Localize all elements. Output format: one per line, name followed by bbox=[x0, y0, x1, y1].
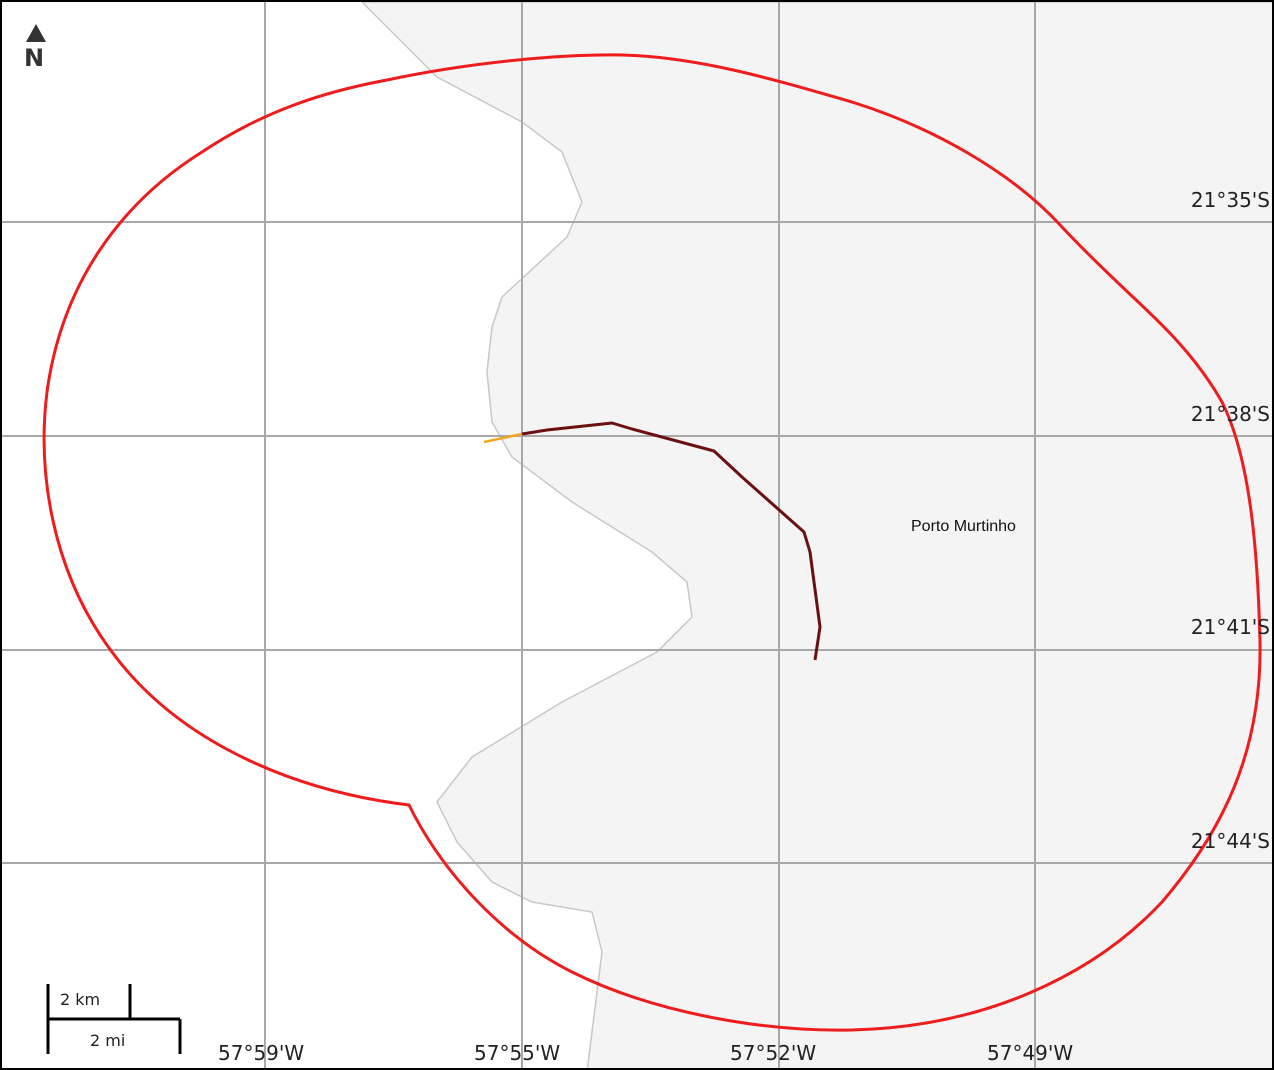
route-line[interactable] bbox=[521, 421, 822, 661]
scale-bar: 2 km 2 mi bbox=[42, 982, 192, 1058]
lat-label-21-41: 21°41'S bbox=[1190, 615, 1270, 639]
north-label: N bbox=[24, 44, 45, 72]
lon-label-57-59: 57°59'W bbox=[218, 1041, 305, 1065]
lon-label-57-55: 57°55'W bbox=[474, 1041, 561, 1065]
land-area bbox=[360, 2, 1272, 1068]
scale-bar-graphic bbox=[46, 984, 182, 1054]
scale-mi-label: 2 mi bbox=[90, 1031, 126, 1050]
north-arrow-icon bbox=[26, 24, 46, 42]
route-start-segment[interactable] bbox=[483, 432, 523, 444]
place-label-porto-murtinho[interactable]: Porto Murtinho bbox=[911, 518, 1016, 535]
boundary-outline[interactable] bbox=[42, 53, 1262, 1032]
lat-label-21-35: 21°35'S bbox=[1190, 188, 1270, 212]
lat-label-21-44: 21°44'S bbox=[1190, 829, 1270, 853]
lon-label-57-49: 57°49'W bbox=[987, 1041, 1074, 1065]
lon-label-57-52: 57°52'W bbox=[730, 1041, 817, 1065]
lat-label-21-38: 21°38'S bbox=[1190, 402, 1270, 426]
scale-km-label: 2 km bbox=[60, 990, 101, 1009]
